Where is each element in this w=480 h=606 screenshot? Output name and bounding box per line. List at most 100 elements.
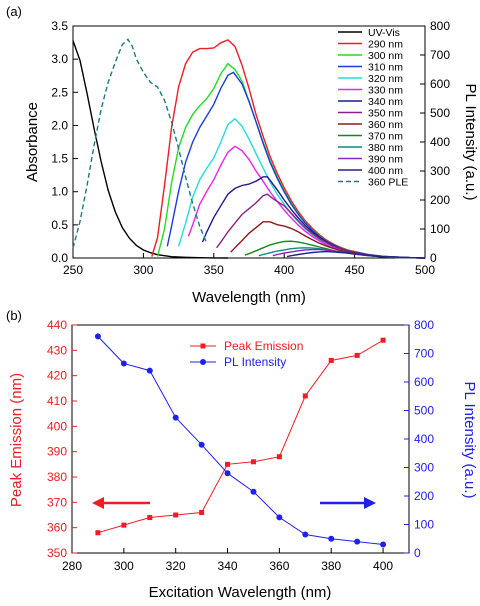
data-point-peak-emission [250,459,256,465]
data-point-pl-intensity [94,333,101,340]
left-axis-arrow-head [92,497,104,509]
b-x-tick-label: 300 [114,559,134,573]
data-point-pl-intensity [172,414,179,421]
data-point-peak-emission [95,530,101,536]
b-x-tick-label: 360 [269,559,289,573]
b-y2-tick-label: 500 [414,404,434,418]
b-y-tick-label: 360 [47,521,67,535]
panel-a-series-lines [72,38,426,259]
a-y-tick-label: 1.0 [51,185,68,199]
a-y-tick-label: 2.0 [51,118,68,132]
panel-b: (b) 280 300 320 340 360 380 400 350 360 370 380 39… [6,308,478,601]
b-y2-tick-label: 200 [414,489,434,503]
panel-b-y2-ticks: 0 100 200 300 400 500 600 700 800 [404,318,434,560]
a-y2-tick-label: 500 [430,106,450,120]
panel-a-x-ticks: 250 300 350 400 450 500 [63,253,435,277]
b-y2-tick-label: 300 [414,461,434,475]
b-y-tick-label: 440 [47,318,67,332]
legend-label-300-nm: 300 nm [368,50,403,62]
series-line-360-nm [230,221,426,259]
a-y2-tick-label: 700 [430,48,450,62]
panel-b-y-ticks: 350 360 370 380 390 400 410 420 430 440 [47,318,77,560]
panel-b-y-axis-label: Peak Emission (nm) [8,373,25,507]
panel-a-y2-ticks: 0 100 200 300 400 500 600 700 800 [420,19,450,265]
legend-label-390-nm: 390 nm [368,154,403,166]
b-y2-tick-label: 400 [414,432,434,446]
data-point-peak-emission [354,352,360,358]
a-y-tick-label: 0.0 [51,251,68,265]
data-point-peak-emission [147,515,153,521]
legend-label-380-nm: 380 nm [368,142,403,154]
data-point-peak-emission [199,509,205,515]
b-y2-tick-label: 800 [414,318,434,332]
legend-marker-peak-emission [200,343,206,349]
data-point-pl-intensity [354,538,361,545]
b-y2-tick-label: 0 [414,546,421,560]
b-y-tick-label: 410 [47,394,67,408]
legend-label-360-nm: 360 nm [368,119,403,131]
panel-b-label: (b) [6,308,22,323]
a-y-tick-label: 2.5 [51,85,68,99]
a-x-tick-label: 400 [274,263,294,277]
b-y2-tick-label: 600 [414,375,434,389]
legend-label-290-nm: 290 nm [368,39,403,51]
data-point-peak-emission [225,461,231,467]
a-x-tick-label: 350 [204,263,224,277]
legend-label-370-nm: 370 nm [368,131,403,143]
legend-label-340-nm: 340 nm [368,96,403,108]
legend-label-320-nm: 320 nm [368,73,403,85]
panel-a-label: (a) [6,4,22,19]
a-y-tick-label: 0.5 [51,218,68,232]
series-line-uv-vis [72,40,228,259]
panel-b-series [94,333,387,548]
a-x-tick-label: 500 [415,263,435,277]
a-y2-tick-label: 600 [430,77,450,91]
panel-b-legend: Peak Emission PL Intensity [190,339,303,369]
a-y-tick-label: 3.5 [51,19,68,33]
series-line-pl-intensity [97,336,384,545]
b-x-tick-label: 400 [373,559,393,573]
legend-label-360-ple: 360 PLE [368,177,408,189]
b-y2-tick-label: 700 [414,347,434,361]
data-point-pl-intensity [328,535,335,542]
a-y2-tick-label: 300 [430,164,450,178]
a-y2-tick-label: 100 [430,222,450,236]
legend-marker-pl-intensity [200,359,206,365]
panel-b-x-axis-label: Excitation Wavelength (nm) [149,584,332,601]
panel-a: (a) 250 300 350 400 450 500 0.0 0.5 1.0 1.5 2.0 2.… [6,4,479,306]
data-point-peak-emission [302,393,308,399]
b-y-tick-label: 350 [47,546,67,560]
b-y-tick-label: 380 [47,470,67,484]
data-point-pl-intensity [120,360,127,367]
b-x-tick-label: 320 [166,559,186,573]
data-point-pl-intensity [146,367,153,374]
a-y2-tick-label: 0 [430,251,437,265]
a-y2-tick-label: 800 [430,19,450,33]
b-y-tick-label: 420 [47,369,67,383]
panel-a-y-axis-label: Absorbance [24,102,41,182]
legend-label-400-nm: 400 nm [368,165,403,177]
b-x-tick-label: 380 [321,559,341,573]
data-point-pl-intensity [198,441,205,448]
b-y-tick-label: 370 [47,495,67,509]
a-y2-tick-label: 200 [430,193,450,207]
data-point-peak-emission [380,337,386,343]
a-x-tick-label: 450 [345,263,365,277]
legend-label-350-nm: 350 nm [368,108,403,120]
data-point-pl-intensity [380,541,387,548]
data-point-pl-intensity [276,514,283,521]
legend-label-330-nm: 330 nm [368,85,403,97]
a-y-tick-label: 1.5 [51,152,68,166]
panel-a-x-axis-label: Wavelength (nm) [192,289,306,306]
legend-label-peak-emission: Peak Emission [224,339,303,353]
legend-label-pl-intensity: PL Intensity [224,355,286,369]
panel-b-x-ticks: 280 300 320 340 360 380 400 [62,548,393,573]
data-point-peak-emission [328,357,334,363]
b-x-tick-label: 340 [218,559,238,573]
a-x-tick-label: 300 [133,263,153,277]
b-x-tick-label: 280 [62,559,82,573]
legend-label-uv-vis: UV-Vis [368,27,400,39]
data-point-pl-intensity [302,531,309,538]
data-point-pl-intensity [250,488,257,495]
